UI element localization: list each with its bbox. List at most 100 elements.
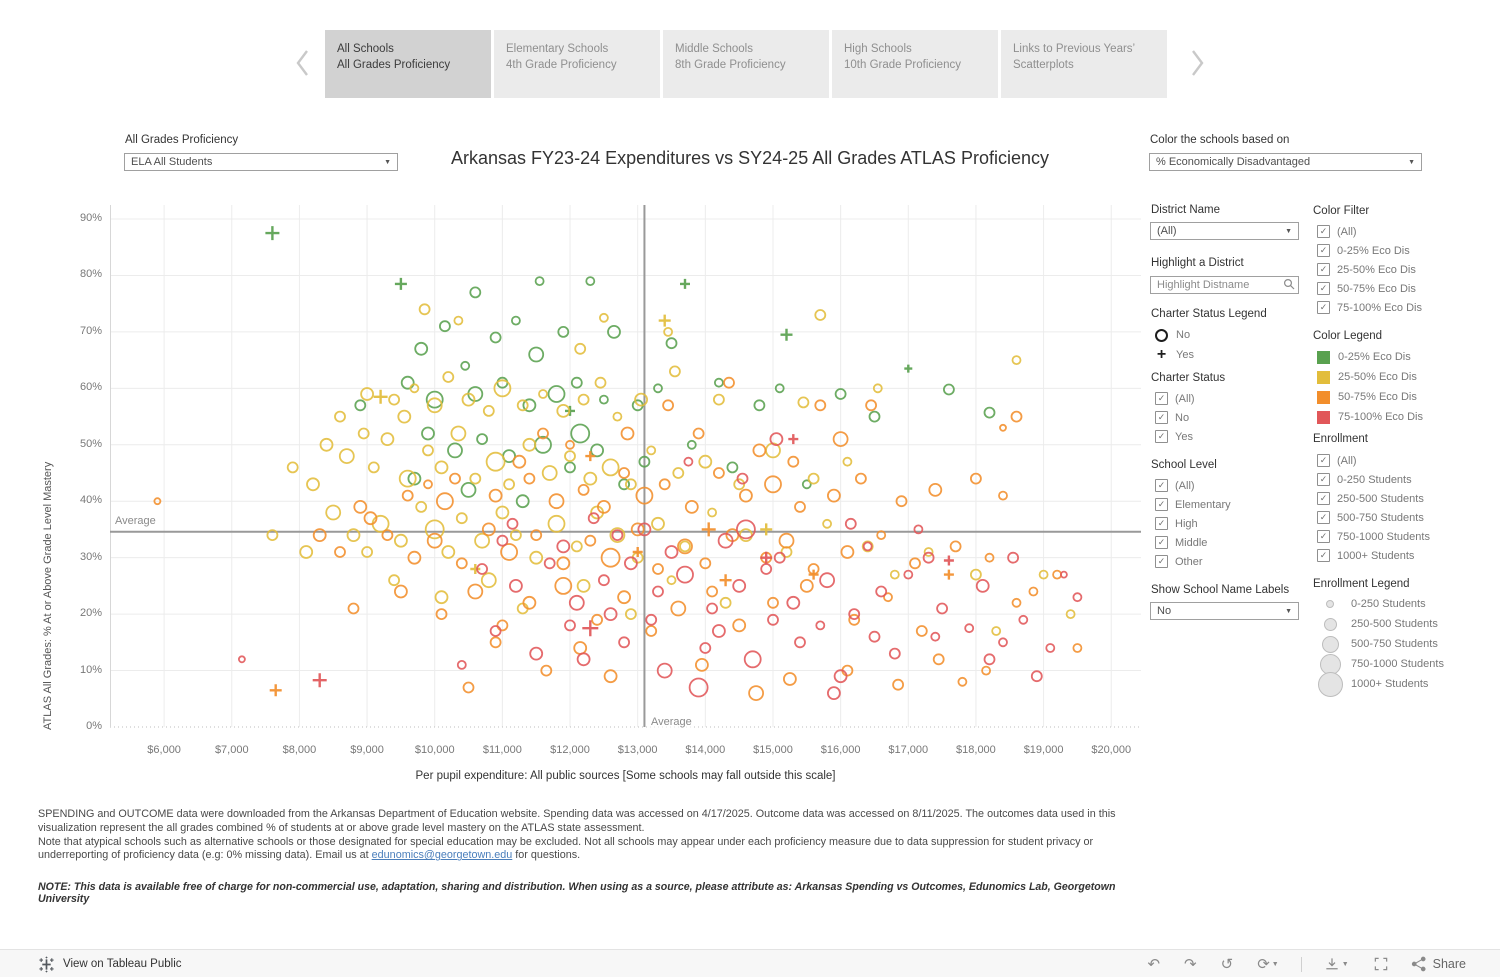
school-mark[interactable] bbox=[266, 529, 279, 542]
school-mark[interactable] bbox=[862, 541, 873, 552]
school-mark[interactable] bbox=[679, 540, 691, 553]
charter-school-mark[interactable] bbox=[582, 620, 599, 637]
school-mark[interactable] bbox=[991, 626, 1002, 636]
school-mark[interactable] bbox=[664, 545, 679, 559]
school-mark[interactable] bbox=[603, 607, 618, 622]
school-mark[interactable] bbox=[522, 398, 537, 413]
school-mark[interactable] bbox=[573, 641, 588, 655]
school-mark[interactable] bbox=[423, 479, 433, 490]
school-mark[interactable] bbox=[434, 460, 449, 475]
school-mark[interactable] bbox=[970, 472, 982, 485]
school-mark[interactable] bbox=[714, 377, 724, 388]
school-mark[interactable] bbox=[568, 594, 585, 611]
school-mark[interactable] bbox=[500, 543, 519, 561]
school-mark[interactable] bbox=[1030, 670, 1043, 683]
school-mark[interactable] bbox=[767, 596, 779, 609]
school-mark[interactable] bbox=[620, 426, 635, 441]
school-mark[interactable] bbox=[585, 276, 596, 286]
school-mark[interactable] bbox=[964, 623, 975, 634]
checkbox-enrollment-0-250-students[interactable]: ✓ 0-250 Students bbox=[1317, 470, 1430, 489]
school-mark[interactable] bbox=[434, 590, 449, 605]
school-mark[interactable] bbox=[461, 392, 476, 407]
highlight-district-input[interactable] bbox=[1150, 276, 1299, 294]
school-mark[interactable] bbox=[842, 456, 853, 467]
school-mark[interactable] bbox=[922, 551, 935, 564]
school-mark[interactable] bbox=[807, 472, 820, 485]
school-mark[interactable] bbox=[455, 512, 468, 525]
school-mark[interactable] bbox=[407, 550, 422, 565]
charter-school-mark[interactable] bbox=[943, 569, 954, 580]
school-mark[interactable] bbox=[496, 534, 509, 547]
school-mark[interactable] bbox=[855, 472, 867, 485]
school-mark[interactable] bbox=[861, 540, 874, 553]
school-mark[interactable] bbox=[609, 527, 626, 544]
school-mark[interactable] bbox=[666, 575, 677, 586]
school-mark[interactable] bbox=[1065, 609, 1076, 620]
school-mark[interactable] bbox=[516, 399, 529, 412]
refresh-menu-chevron-icon[interactable]: ▼ bbox=[1271, 960, 1279, 968]
school-mark[interactable] bbox=[398, 469, 417, 488]
school-mark[interactable] bbox=[723, 376, 735, 389]
school-mark[interactable] bbox=[686, 439, 697, 450]
school-mark[interactable] bbox=[153, 497, 162, 506]
school-mark[interactable] bbox=[645, 625, 658, 637]
school-mark[interactable] bbox=[529, 550, 544, 565]
charter-school-mark[interactable] bbox=[719, 574, 732, 587]
school-mark[interactable] bbox=[367, 461, 380, 474]
school-mark[interactable] bbox=[603, 669, 618, 684]
school-mark[interactable] bbox=[538, 389, 548, 399]
charter-legend-item[interactable]: No bbox=[1155, 325, 1194, 345]
school-mark[interactable] bbox=[684, 499, 699, 514]
school-mark[interactable] bbox=[733, 478, 746, 491]
school-mark[interactable] bbox=[401, 489, 414, 502]
prev-tab-chevron-icon[interactable] bbox=[294, 48, 312, 78]
school-mark[interactable] bbox=[909, 557, 921, 570]
tab-10th-grade-proficiency[interactable]: High Schools 10th Grade Proficiency bbox=[832, 30, 998, 98]
school-mark[interactable] bbox=[827, 686, 841, 701]
charter-school-mark[interactable] bbox=[943, 555, 954, 566]
school-mark[interactable] bbox=[548, 493, 565, 510]
school-mark[interactable] bbox=[421, 426, 435, 441]
school-mark[interactable] bbox=[713, 467, 725, 479]
school-mark[interactable] bbox=[692, 427, 705, 440]
school-mark[interactable] bbox=[719, 596, 732, 609]
school-mark[interactable] bbox=[658, 478, 671, 491]
enrollment-legend-item[interactable]: 750-1000 Students bbox=[1317, 653, 1444, 675]
school-mark[interactable] bbox=[435, 492, 454, 511]
school-mark[interactable] bbox=[695, 657, 709, 672]
school-mark[interactable] bbox=[361, 546, 374, 558]
school-mark[interactable] bbox=[441, 545, 456, 559]
school-mark[interactable] bbox=[707, 507, 717, 518]
school-mark[interactable] bbox=[488, 488, 503, 503]
school-mark[interactable] bbox=[794, 500, 806, 513]
school-mark[interactable] bbox=[665, 337, 678, 350]
school-mark[interactable] bbox=[393, 584, 408, 599]
school-mark[interactable] bbox=[799, 578, 814, 593]
school-mark[interactable] bbox=[237, 655, 246, 664]
school-mark[interactable] bbox=[652, 585, 664, 598]
checkbox-enrollment-500-750-students[interactable]: ✓ 500-750 Students bbox=[1317, 508, 1430, 527]
school-mark[interactable] bbox=[975, 578, 990, 593]
school-mark[interactable] bbox=[651, 516, 665, 531]
school-mark[interactable] bbox=[543, 557, 556, 570]
fullscreen-icon[interactable] bbox=[1373, 956, 1389, 972]
school-mark[interactable] bbox=[998, 637, 1008, 648]
school-mark[interactable] bbox=[645, 613, 658, 626]
school-mark[interactable] bbox=[522, 595, 537, 610]
school-mark[interactable] bbox=[598, 394, 609, 405]
school-mark[interactable] bbox=[923, 547, 934, 557]
school-mark[interactable] bbox=[462, 681, 475, 694]
school-mark[interactable] bbox=[822, 518, 832, 529]
enrollment-legend-item[interactable]: 0-250 Students bbox=[1317, 594, 1444, 614]
school-mark[interactable] bbox=[482, 404, 495, 417]
school-mark[interactable] bbox=[814, 309, 827, 321]
checkbox-enrollment-250-500-students[interactable]: ✓ 250-500 Students bbox=[1317, 489, 1430, 508]
school-mark[interactable] bbox=[786, 595, 801, 610]
school-mark[interactable] bbox=[576, 578, 591, 593]
school-mark[interactable] bbox=[469, 286, 482, 299]
school-mark[interactable] bbox=[591, 613, 604, 626]
school-mark[interactable] bbox=[503, 478, 516, 491]
school-mark[interactable] bbox=[557, 326, 570, 338]
undo-icon[interactable]: ↶ bbox=[1147, 956, 1161, 973]
school-mark[interactable] bbox=[286, 461, 299, 474]
